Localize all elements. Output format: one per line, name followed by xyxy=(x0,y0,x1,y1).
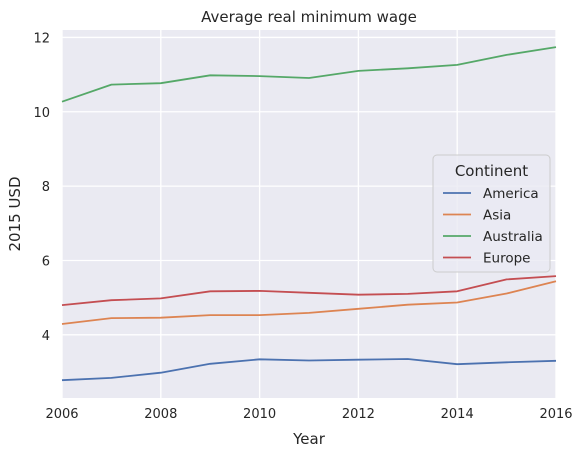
legend-box xyxy=(432,154,551,273)
series-line-asia xyxy=(61,280,557,325)
series-line-europe xyxy=(61,275,557,306)
legend-label-australia: Australia xyxy=(483,229,543,245)
x-axis-label: Year xyxy=(292,430,326,448)
legend-title: Continent xyxy=(455,162,528,180)
legend-label-europe: Europe xyxy=(483,251,530,267)
x-tick-label: 2016 xyxy=(539,407,572,422)
series-lines xyxy=(61,46,557,382)
series-line-australia xyxy=(61,46,557,103)
y-tick-label: 6 xyxy=(42,254,50,269)
y-tick-label: 4 xyxy=(42,329,50,344)
x-tick-label: 2008 xyxy=(144,407,177,422)
y-tick-label: 10 xyxy=(33,106,50,121)
x-tick-label: 2010 xyxy=(243,407,276,422)
legend-label-asia: Asia xyxy=(483,208,511,224)
y-tick-label: 12 xyxy=(33,31,50,46)
y-axis-ticks: 4 6 8 10 12 xyxy=(33,31,50,343)
x-axis-ticks: 2006 2008 2010 2012 2014 2016 xyxy=(45,407,572,422)
grid-lines xyxy=(61,30,557,398)
y-tick-label: 8 xyxy=(42,180,50,195)
x-tick-label: 2012 xyxy=(342,407,375,422)
x-tick-label: 2014 xyxy=(441,407,474,422)
legend: Continent America Asia Australia Europe xyxy=(432,154,551,273)
series-line-america xyxy=(61,358,557,382)
chart-title: Average real minimum wage xyxy=(201,8,417,26)
y-axis-label: 2015 USD xyxy=(6,177,24,252)
legend-label-america: America xyxy=(483,186,539,202)
x-tick-label: 2006 xyxy=(45,407,78,422)
